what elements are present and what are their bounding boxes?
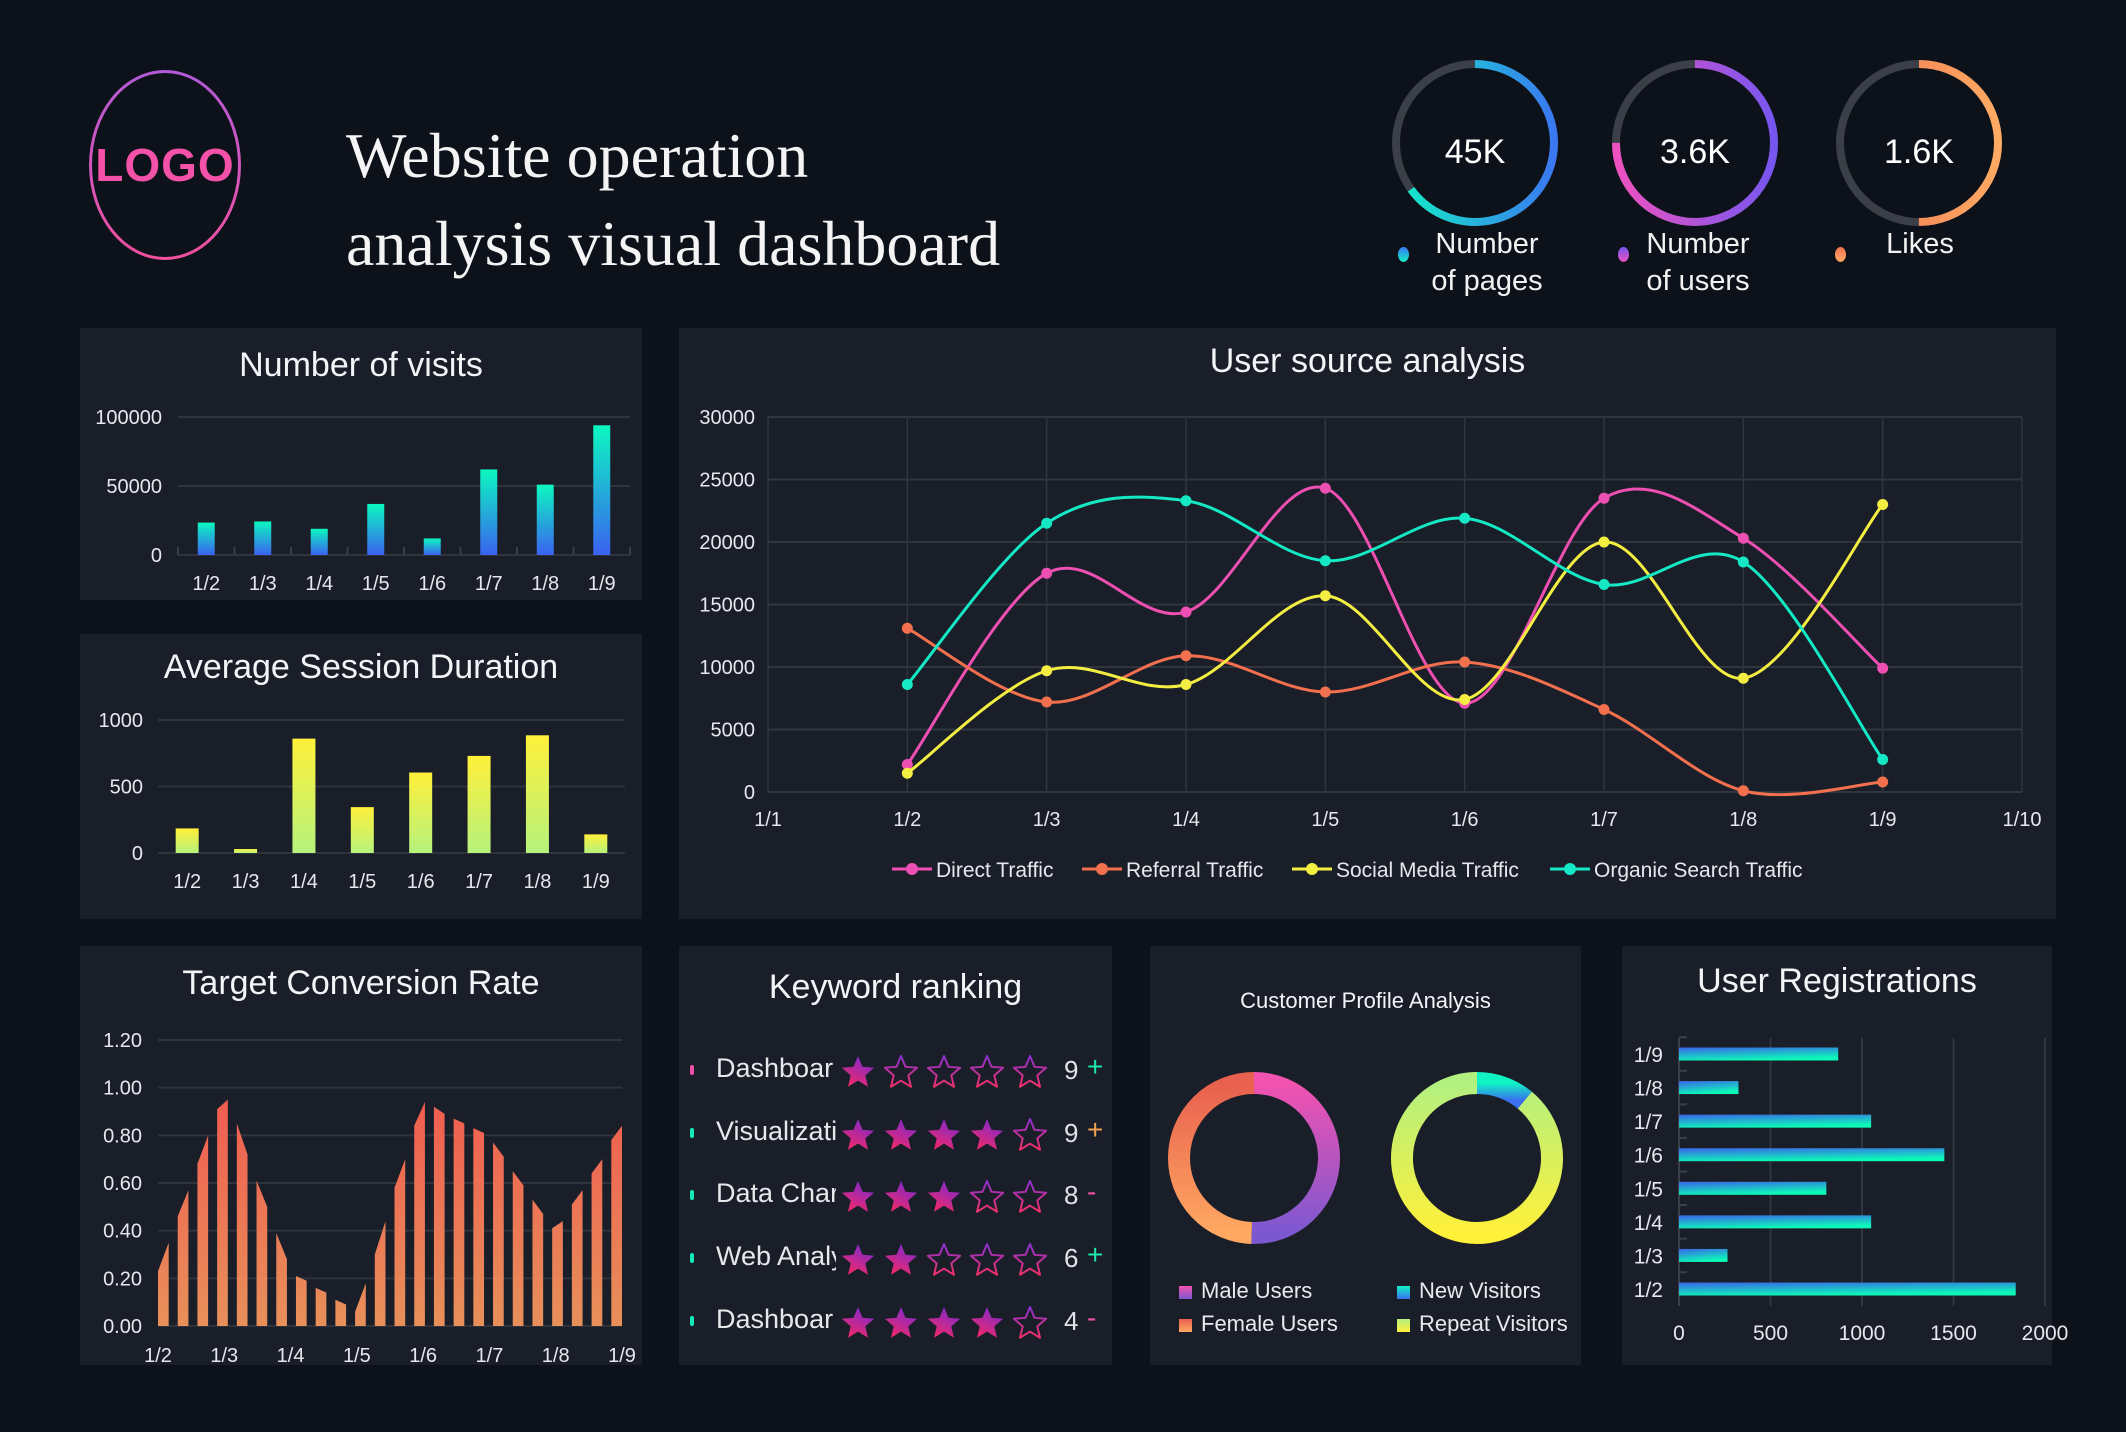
keyword-row[interactable]: Dashboar 9 + bbox=[679, 1051, 1112, 1091]
visits-panel: Number of visits bbox=[80, 328, 642, 600]
legend-label: Male Users bbox=[1201, 1278, 1313, 1303]
customer-profile-panel: Customer Profile Analysis Male Users Fem… bbox=[1150, 946, 1581, 1365]
customer-profile-title: Customer Profile Analysis bbox=[1240, 988, 1491, 1013]
keyword-row[interactable]: Dashboar 4- bbox=[679, 1302, 1112, 1342]
keyword-ranking-title: Keyword ranking bbox=[768, 968, 1023, 1006]
legend-label: Female Users bbox=[1201, 1311, 1338, 1336]
session-duration-title: Average Session Duration bbox=[163, 648, 559, 686]
legend-swatch bbox=[1179, 1286, 1192, 1299]
kpi-pages-value: 45K bbox=[1444, 133, 1506, 171]
legend-swatch bbox=[1397, 1319, 1410, 1332]
kpi-pages-dot bbox=[1398, 247, 1409, 262]
legend-swatch bbox=[1397, 1286, 1410, 1299]
kpi-likes-label-line1: Likes bbox=[1886, 228, 1954, 260]
keyword-change: - bbox=[1087, 1302, 1097, 1333]
keyword-dot bbox=[690, 1128, 694, 1138]
page-title: Website operation analysis visual dashbo… bbox=[346, 112, 1000, 288]
keyword-dot bbox=[690, 1065, 694, 1075]
keyword-row[interactable]: Data Char 8- bbox=[679, 1176, 1112, 1216]
keyword-rank: 9 bbox=[1064, 1055, 1079, 1085]
kpi-pages-label: Number of pages bbox=[1387, 226, 1587, 300]
user-source-title: User source analysis bbox=[1209, 342, 1526, 380]
keyword-label: Dashboar bbox=[716, 1304, 834, 1334]
legend-repeat-visitors: Repeat Visitors bbox=[1397, 1311, 1568, 1337]
kpi-likes-label: Likes bbox=[1820, 226, 2020, 263]
keyword-change: + bbox=[1087, 1239, 1104, 1270]
kpi-likes-value: 1.6K bbox=[1884, 133, 1954, 171]
keyword-change: - bbox=[1087, 1176, 1097, 1207]
keyword-dot bbox=[690, 1253, 694, 1263]
kpi-likes-dot bbox=[1835, 247, 1846, 262]
kpi-pages-label-line2: of pages bbox=[1431, 265, 1543, 297]
keyword-change: + bbox=[1087, 1051, 1104, 1082]
legend-label: New Visitors bbox=[1419, 1278, 1541, 1303]
keyword-rank: 4 bbox=[1064, 1306, 1079, 1336]
session-duration-panel: Average Session Duration bbox=[80, 634, 642, 919]
keyword-change: + bbox=[1087, 1114, 1104, 1145]
kpi-users-label-line1: Number bbox=[1646, 228, 1750, 260]
user-registrations-title: User Registrations bbox=[1697, 962, 1977, 1000]
keyword-label: Dashboar bbox=[716, 1053, 834, 1083]
kpi-users-dot bbox=[1618, 247, 1629, 262]
page-title-line2: analysis visual dashboard bbox=[346, 208, 1001, 279]
logo-text: LOGO bbox=[95, 139, 235, 191]
user-registrations-panel: User Registrations bbox=[1622, 946, 2052, 1365]
keyword-label: Visualizati bbox=[716, 1116, 836, 1146]
legend-female-users: Female Users bbox=[1179, 1311, 1338, 1337]
logo: LOGO bbox=[89, 70, 241, 260]
legend-male-users: Male Users bbox=[1179, 1278, 1312, 1304]
keyword-row[interactable]: Web Analy 6 + bbox=[679, 1239, 1112, 1279]
kpi-pages-label-line1: Number bbox=[1435, 228, 1539, 260]
conversion-rate-panel: Target Conversion Rate bbox=[80, 946, 642, 1365]
keyword-row[interactable]: Visualizati 9 + bbox=[679, 1114, 1112, 1154]
page-title-line1: Website operation bbox=[346, 120, 809, 191]
keyword-rank: 8 bbox=[1064, 1180, 1079, 1210]
kpi-users-value: 3.6K bbox=[1660, 133, 1730, 171]
keyword-label: Data Char bbox=[716, 1178, 836, 1208]
keyword-rank: 6 bbox=[1064, 1243, 1079, 1273]
keyword-label: Web Analy bbox=[716, 1241, 836, 1271]
legend-new-visitors: New Visitors bbox=[1397, 1278, 1541, 1304]
keyword-dot bbox=[690, 1190, 694, 1200]
keyword-dot bbox=[690, 1316, 694, 1326]
keyword-rank: 9 bbox=[1064, 1118, 1079, 1148]
user-source-panel: User source analysis bbox=[679, 328, 2056, 919]
keyword-ranking-panel: Keyword ranking Dashboar 9 + Visualizati 9 + D… bbox=[679, 946, 1112, 1365]
conversion-rate-title: Target Conversion Rate bbox=[182, 964, 540, 1002]
legend-label: Repeat Visitors bbox=[1419, 1311, 1568, 1336]
visits-title: Number of visits bbox=[239, 346, 483, 384]
legend-swatch bbox=[1179, 1319, 1192, 1332]
kpi-users-label-line2: of users bbox=[1646, 265, 1750, 297]
kpi-users-label: Number of users bbox=[1598, 226, 1798, 300]
